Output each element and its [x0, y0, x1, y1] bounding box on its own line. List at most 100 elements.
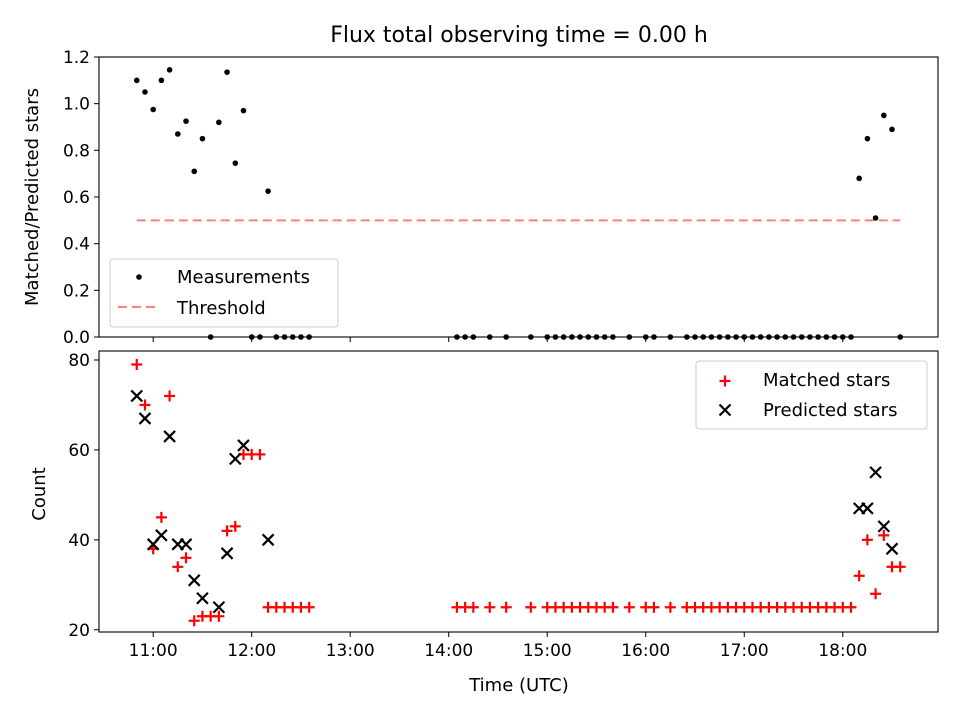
bottom-y-tick-label: 60: [68, 441, 90, 461]
x-axis-label: Time (UTC): [468, 675, 569, 696]
top-y-ticks: 0.0 0.2 0.4 0.6 0.8 1.0 1.2: [63, 48, 99, 348]
predicted-star-point: [138, 412, 152, 425]
matched-star-point: [467, 601, 479, 613]
legend-label-matched: Matched stars: [763, 370, 890, 391]
matched-star-point: [484, 601, 496, 613]
matched-star-point: [861, 534, 873, 546]
bottom-y-tick-label: 40: [68, 531, 90, 551]
predicted-star-point: [220, 547, 234, 560]
matched-star-point: [155, 511, 167, 523]
matched-star-point: [131, 358, 143, 370]
measurement-point: [889, 126, 895, 133]
bottom-y-axis-label: Count: [29, 467, 50, 520]
top-y-tick-label: 0.0: [63, 328, 90, 348]
measurement-point: [232, 160, 239, 166]
measurement-point: [142, 89, 148, 95]
measurement-point: [881, 112, 887, 119]
measurement-point: [199, 135, 206, 142]
top-legend-box: [109, 258, 339, 328]
measurement-point: [216, 119, 222, 126]
matched-star-point: [664, 601, 676, 613]
bottom-y-ticks: 20 40 60 80: [68, 351, 99, 641]
predicted-star-point: [877, 520, 891, 533]
matched-star-point: [607, 601, 619, 613]
predicted-star-point: [261, 533, 275, 547]
bottom-x-tick-label: 16:00: [621, 641, 670, 661]
top-y-tick-label: 0.4: [63, 235, 90, 255]
top-y-tick-label: 1.2: [63, 48, 90, 68]
count-panel: Count Time (UTC) 20 40 60 80 11:00 12:00 13:0…: [29, 350, 939, 696]
top-y-tick-label: 0.6: [63, 188, 90, 208]
bottom-x-tick-label: 12:00: [227, 641, 276, 661]
chart-title: Flux total observing time = 0.00 h: [330, 23, 708, 48]
legend-label-predicted: Predicted stars: [763, 400, 897, 421]
bottom-y-tick-label: 80: [68, 351, 90, 371]
bottom-x-tick-label: 17:00: [720, 641, 769, 661]
measurement-point: [166, 67, 173, 73]
legend-marker-matched: [719, 375, 731, 387]
matched-star-point: [853, 570, 865, 582]
measurement-point: [240, 107, 247, 114]
ratio-panel: Flux total observing time = 0.00 h Match…: [22, 23, 939, 348]
legend-label-threshold: Threshold: [176, 298, 266, 319]
matched-star-point: [221, 525, 233, 537]
matched-star-point: [172, 561, 184, 573]
matched-star-point: [180, 552, 192, 564]
matched-star-point: [878, 529, 890, 541]
bottom-x-tick-label: 13:00: [326, 641, 375, 661]
predicted-star-point: [228, 452, 242, 466]
measurement-point: [265, 188, 271, 194]
predicted-star-point: [163, 430, 176, 443]
measurement-point: [158, 77, 165, 84]
bottom-axes-frame: [98, 350, 939, 633]
matched-star-point: [870, 588, 882, 600]
measurement-point: [224, 69, 230, 75]
measurement-point: [133, 77, 140, 84]
predicted-star-point: [861, 502, 874, 515]
predicted-star-point: [130, 389, 144, 403]
predicted-star-point: [885, 542, 899, 556]
measurement-point: [856, 175, 862, 182]
top-y-tick-label: 0.2: [63, 281, 90, 301]
top-axes-frame: [98, 56, 939, 338]
top-y-axis-label: Matched/Predicted stars: [22, 88, 43, 306]
measurement-point: [183, 118, 189, 124]
legend-marker-predicted: [718, 403, 732, 417]
predicted-star-point: [237, 439, 250, 452]
bottom-legend-box: [695, 360, 928, 430]
matched-star-point: [525, 601, 537, 613]
bottom-x-tick-label: 11:00: [129, 641, 178, 661]
bottom-x-tick-label: 18:00: [818, 641, 867, 661]
measurement-point: [872, 215, 879, 221]
matched-star-point: [188, 615, 200, 627]
matched-star-point: [229, 520, 241, 532]
matched-star-point: [164, 390, 176, 402]
predicted-star-point: [212, 600, 226, 614]
legend-label-measurements: Measurements: [177, 267, 310, 288]
top-legend: Measurements Threshold: [109, 258, 339, 328]
top-y-tick-label: 1.0: [63, 95, 90, 115]
matched-star-point: [139, 399, 151, 411]
measurement-point: [150, 106, 156, 113]
bottom-legend: Matched stars Predicted stars: [695, 360, 928, 430]
bottom-x-tick-label: 15:00: [523, 641, 572, 661]
matched-star-point: [648, 601, 660, 613]
matched-star-point: [303, 601, 315, 613]
bottom-y-tick-label: 20: [68, 621, 90, 641]
predicted-star-point: [179, 538, 193, 551]
predicted-star-point: [155, 529, 168, 542]
bottom-x-tick-label: 14:00: [424, 641, 473, 661]
predicted-star-point: [187, 574, 201, 587]
predicted-star-point: [196, 592, 209, 605]
legend-marker-measurements: [136, 274, 142, 280]
matched-star-point: [845, 601, 857, 613]
matched-star-point: [500, 601, 512, 613]
top-y-tick-label: 0.8: [63, 141, 90, 161]
matched-star-point: [623, 601, 635, 613]
bottom-plot-area: [130, 358, 906, 627]
measurement-point: [191, 168, 198, 175]
matched-star-point: [894, 561, 906, 573]
matched-star-point: [213, 610, 225, 622]
